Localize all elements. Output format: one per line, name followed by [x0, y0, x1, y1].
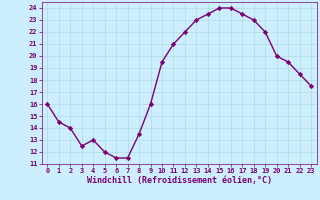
- X-axis label: Windchill (Refroidissement éolien,°C): Windchill (Refroidissement éolien,°C): [87, 176, 272, 185]
